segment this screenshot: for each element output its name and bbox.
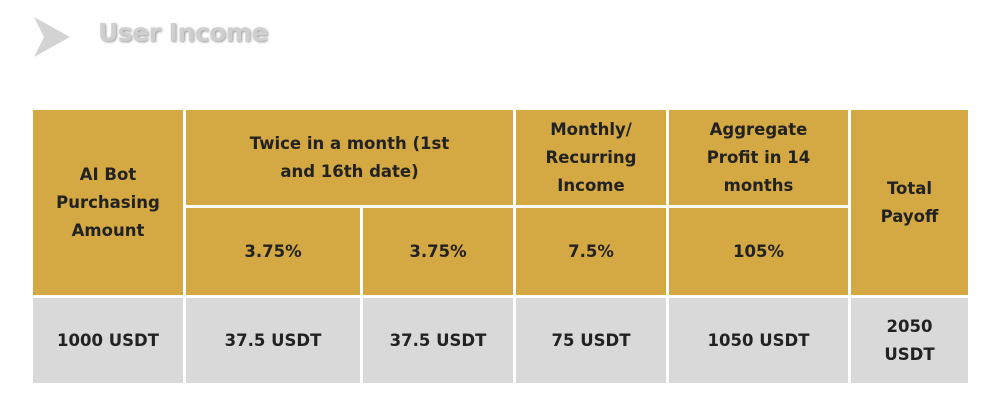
data-cell: 37.5 USDT — [363, 298, 513, 383]
header-text: Monthly/ Recurring Income — [545, 119, 637, 195]
rate-cell: 3.75% — [186, 208, 360, 295]
data-cell: 2050 USDT — [851, 298, 968, 383]
rate-cell: 3.75% — [363, 208, 513, 295]
header-text: Total Payoff — [880, 178, 939, 226]
arrow-icon — [34, 17, 70, 57]
header-cell: Twice in a month (1st and 16th date) — [186, 110, 513, 205]
header-cell: AI Bot Purchasing Amount — [33, 110, 183, 295]
header-cell: Monthly/ Recurring Income — [516, 110, 666, 205]
data-cell: 1050 USDT — [669, 298, 848, 383]
header-cell: Total Payoff — [851, 110, 968, 295]
header-cell: Aggregate Profit in 14 months — [669, 110, 848, 205]
header-text: Twice in a month (1st and 16th date) — [249, 133, 450, 181]
header-text: AI Bot Purchasing Amount — [56, 164, 160, 240]
title: User Income — [98, 18, 268, 47]
data-cell: 1000 USDT — [33, 298, 183, 383]
data-cell: 75 USDT — [516, 298, 666, 383]
data-text: 2050 USDT — [884, 316, 935, 364]
header-text: Aggregate Profit in 14 months — [706, 119, 811, 195]
rate-cell: 7.5% — [516, 208, 666, 295]
rate-cell: 105% — [669, 208, 848, 295]
data-cell: 37.5 USDT — [186, 298, 360, 383]
